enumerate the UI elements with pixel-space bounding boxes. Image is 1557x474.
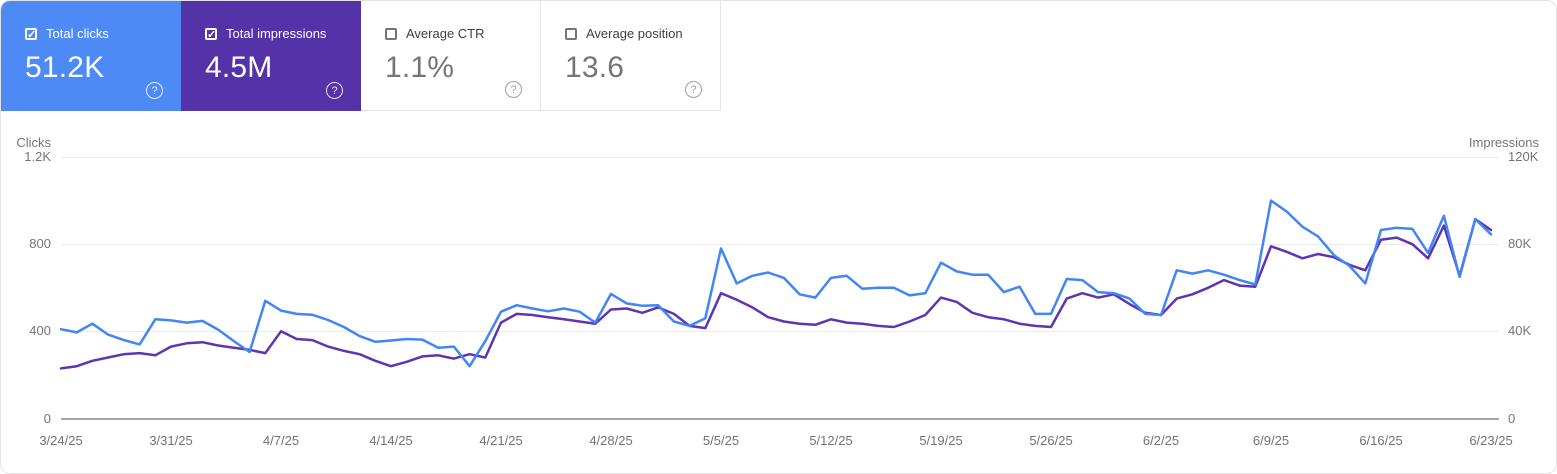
series-line-total-clicks[interactable] — [59, 199, 1493, 368]
series-line-total-impressions[interactable] — [59, 217, 1493, 370]
right-tick: 80K — [1508, 236, 1532, 251]
card-total-clicks[interactable]: ✓ Total clicks 51.2K ? — [1, 1, 181, 111]
right-tick: 120K — [1508, 149, 1539, 164]
left-tick: 1.2K — [24, 149, 51, 164]
x-axis-label: 4/7/25 — [262, 433, 300, 448]
card-label: Total clicks — [46, 26, 109, 41]
card-label: Average position — [586, 26, 683, 41]
left-tick: 800 — [29, 236, 51, 251]
checkbox-average-ctr[interactable] — [385, 27, 397, 40]
card-label: Average CTR — [406, 26, 485, 41]
checkbox-total-impressions[interactable]: ✓ — [205, 27, 217, 41]
checkbox-average-position[interactable] — [565, 27, 577, 40]
x-axis-label: 6/23/25 — [1469, 433, 1513, 448]
card-header: ✓ Total clicks — [25, 26, 109, 41]
card-header: ✓ Total impressions — [205, 26, 326, 41]
chart-series-canvas[interactable] — [1, 113, 1557, 474]
gridline — [61, 244, 1499, 245]
x-axis-label: 6/16/25 — [1359, 433, 1403, 448]
card-header: Average CTR — [385, 26, 485, 41]
gridline — [61, 331, 1499, 332]
total-clicks-value: 51.2K — [25, 51, 105, 84]
x-axis-label: 5/26/25 — [1029, 433, 1073, 448]
left-axis-title: Clicks — [16, 135, 51, 150]
x-axis-baseline — [61, 418, 1499, 420]
card-average-position[interactable]: Average position 13.6 ? — [541, 1, 721, 111]
help-icon[interactable]: ? — [505, 81, 522, 98]
card-header: Average position — [565, 26, 683, 41]
average-position-value: 13.6 — [565, 51, 625, 84]
x-axis-label: 3/24/25 — [39, 433, 83, 448]
right-tick: 40K — [1508, 323, 1532, 338]
help-icon[interactable]: ? — [146, 82, 163, 99]
help-icon[interactable]: ? — [685, 81, 702, 98]
x-axis-label: 3/31/25 — [149, 433, 193, 448]
metric-cards-row: ✓ Total clicks 51.2K ? ✓ Total impressio… — [1, 1, 721, 111]
card-average-ctr[interactable]: Average CTR 1.1% ? — [361, 1, 541, 111]
x-axis-label: 4/14/25 — [369, 433, 413, 448]
right-axis-title: Impressions — [1468, 135, 1539, 150]
card-total-impressions[interactable]: ✓ Total impressions 4.5M ? — [181, 1, 361, 111]
total-impressions-value: 4.5M — [205, 51, 273, 84]
x-axis-label: 6/2/25 — [1142, 433, 1180, 448]
x-axis-label: 5/5/25 — [702, 433, 740, 448]
right-tick: 0 — [1508, 411, 1516, 426]
left-tick: 0 — [43, 411, 51, 426]
average-ctr-value: 1.1% — [385, 51, 455, 84]
checkbox-total-clicks[interactable]: ✓ — [25, 27, 37, 41]
performance-chart[interactable]: Clicks Impressions 1.2K 800 400 0 120K 8… — [1, 113, 1556, 473]
x-axis-label: 5/12/25 — [809, 433, 853, 448]
gridline — [61, 157, 1499, 158]
x-axis-label: 6/9/25 — [1252, 433, 1290, 448]
x-axis-label: 4/28/25 — [589, 433, 633, 448]
x-axis-label: 4/21/25 — [479, 433, 523, 448]
card-label: Total impressions — [226, 26, 327, 41]
left-tick: 400 — [29, 323, 51, 338]
x-axis-label: 5/19/25 — [919, 433, 963, 448]
help-icon[interactable]: ? — [326, 82, 343, 99]
